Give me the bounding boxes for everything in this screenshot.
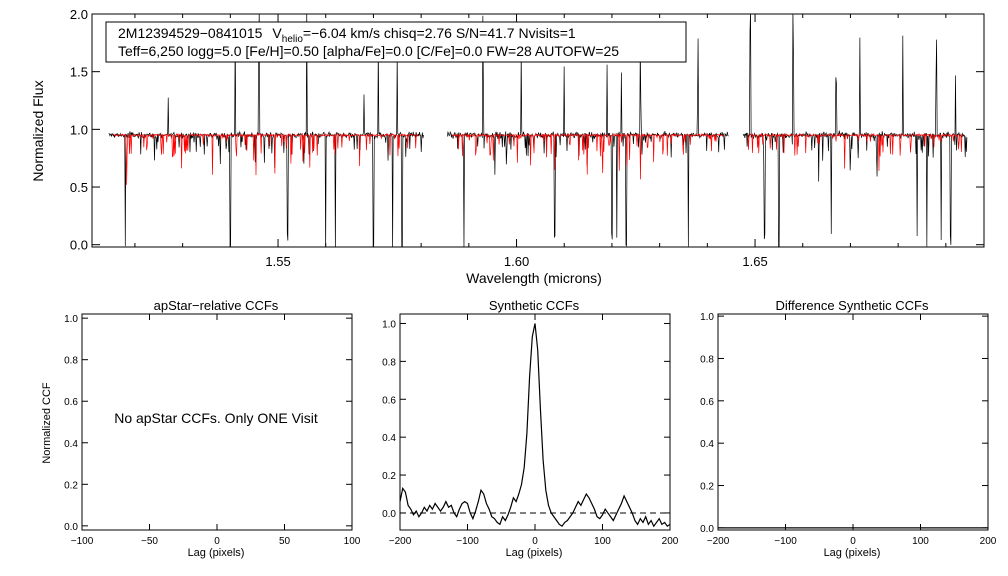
apstar-ccf-panel: apStar−relative CCFs −100 −50 0 50 100 0.00.… xyxy=(41,298,361,559)
x-tick-label: 1.55 xyxy=(265,254,290,269)
y-tick-label: 1.0 xyxy=(382,319,396,330)
x-tick-label: 100 xyxy=(594,536,611,547)
y-tick-label: 0.6 xyxy=(700,397,714,408)
spectrum-ylabel: Normalized Flux xyxy=(30,80,46,181)
y-tick-label: 0.0 xyxy=(382,509,396,520)
y-tick-label: 0.4 xyxy=(382,433,396,444)
info-star-id: 2M12394529−0841015 xyxy=(118,25,263,41)
info-v-subscript: helio xyxy=(282,34,304,45)
synthetic-xlabel: Lag (pixels) xyxy=(506,547,563,559)
apstar-x-ticks: −100 −50 0 50 100 xyxy=(71,314,361,547)
x-tick-label: 0 xyxy=(850,536,856,547)
x-tick-label: 0 xyxy=(214,536,220,547)
y-tick-label: 0.4 xyxy=(64,439,78,450)
y-tick-label: 0.8 xyxy=(64,356,78,367)
apstar-ylabel: Normalized CCF xyxy=(41,382,53,464)
y-tick-label: 1.0 xyxy=(64,314,78,325)
y-tick-label: 1.5 xyxy=(70,65,88,80)
difference-ccf-panel: Difference Synthetic CCFs −200 −100 0 100 20… xyxy=(700,298,997,559)
x-tick-label: 100 xyxy=(912,536,929,547)
x-tick-label: 100 xyxy=(344,536,361,547)
y-tick-label: 0.5 xyxy=(70,180,88,195)
synthetic-ccf-line xyxy=(399,323,671,528)
synthetic-axes-frame xyxy=(399,313,671,531)
x-tick-label: −200 xyxy=(389,536,412,547)
x-tick-label: −50 xyxy=(141,536,158,547)
synthetic-y-ticks: 0.0 0.2 0.4 0.6 0.8 1.0 xyxy=(382,319,670,520)
spectrum-info-box: 2M12394529−0841015 Vhelio=−6.04 km/s chis… xyxy=(105,21,687,63)
y-tick-label: 0.4 xyxy=(700,439,714,450)
synthetic-ccf-title: Synthetic CCFs xyxy=(489,298,580,313)
spectrum-plot-area xyxy=(108,14,968,247)
x-tick-label: 200 xyxy=(662,536,679,547)
difference-xlabel: Lag (pixels) xyxy=(824,547,881,559)
synthetic-x-ticks: −200 −100 0 100 200 xyxy=(389,314,679,547)
y-tick-label: 0.2 xyxy=(700,482,714,493)
info-line-1: 2M12394529−0841015 Vhelio=−6.04 km/s chis… xyxy=(118,25,576,45)
x-tick-label: 1.60 xyxy=(504,254,529,269)
x-tick-label: 1.65 xyxy=(742,254,767,269)
apstar-y-ticks: 0.0 0.2 0.4 0.6 0.8 1.0 xyxy=(64,314,352,533)
x-tick-label: 200 xyxy=(980,536,997,547)
spectrum-panel: 1.55 1.60 1.65 0.0 0.5 1.0 1.5 2.0 Wavelength … xyxy=(30,7,985,286)
difference-ccf-title: Difference Synthetic CCFs xyxy=(776,298,929,313)
spectrum-xlabel: Wavelength (microns) xyxy=(466,270,602,286)
y-tick-label: 1.0 xyxy=(70,122,88,137)
y-tick-label: 0.2 xyxy=(64,480,78,491)
info-line-1-rest: =−6.04 km/s chisq=2.76 S/N=41.7 Nvisits=… xyxy=(303,25,576,41)
x-tick-label: 50 xyxy=(279,536,291,547)
y-tick-label: 0.8 xyxy=(382,357,396,368)
x-tick-label: −200 xyxy=(707,536,730,547)
spectrum-axes-frame xyxy=(91,13,985,248)
y-tick-label: 0.6 xyxy=(64,397,78,408)
synthetic-ccf-panel: Synthetic CCFs −200 −100 0 100 200 0.0 0.2 0.4… xyxy=(382,298,679,559)
y-tick-label: 2.0 xyxy=(70,7,88,22)
synthetic-spectrum-line xyxy=(113,132,963,185)
y-tick-label: 0.6 xyxy=(382,395,396,406)
spectrum-x-ticks: 1.55 1.60 1.65 xyxy=(134,14,947,269)
spectrum-y-ticks: 0.0 0.5 1.0 1.5 2.0 xyxy=(70,7,984,253)
y-tick-label: 0.0 xyxy=(70,238,88,253)
info-box-frame xyxy=(105,21,687,63)
y-tick-label: 0.8 xyxy=(700,354,714,365)
apstar-ccf-title: apStar−relative CCFs xyxy=(154,298,279,313)
info-v-symbol: V xyxy=(272,25,282,41)
x-tick-label: 0 xyxy=(532,536,538,547)
x-tick-label: −100 xyxy=(71,536,94,547)
difference-axes-frame xyxy=(717,313,989,531)
apstar-xlabel: Lag (pixels) xyxy=(188,547,245,559)
difference-y-ticks: 0.0 0.2 0.4 0.6 0.8 1.0 xyxy=(700,312,988,535)
y-tick-label: 1.0 xyxy=(700,312,714,323)
no-ccf-message: No apStar CCFs. Only ONE Visit xyxy=(114,410,318,426)
y-tick-label: 0.2 xyxy=(382,471,396,482)
info-line-2: Teff=6,250 logg=5.0 [Fe/H]=0.50 [alpha/F… xyxy=(118,43,619,59)
x-tick-label: −100 xyxy=(774,536,797,547)
y-tick-label: 0.0 xyxy=(64,522,78,533)
difference-x-ticks: −200 −100 0 100 200 xyxy=(707,314,997,547)
x-tick-label: −100 xyxy=(456,536,479,547)
y-tick-label: 0.0 xyxy=(700,524,714,535)
